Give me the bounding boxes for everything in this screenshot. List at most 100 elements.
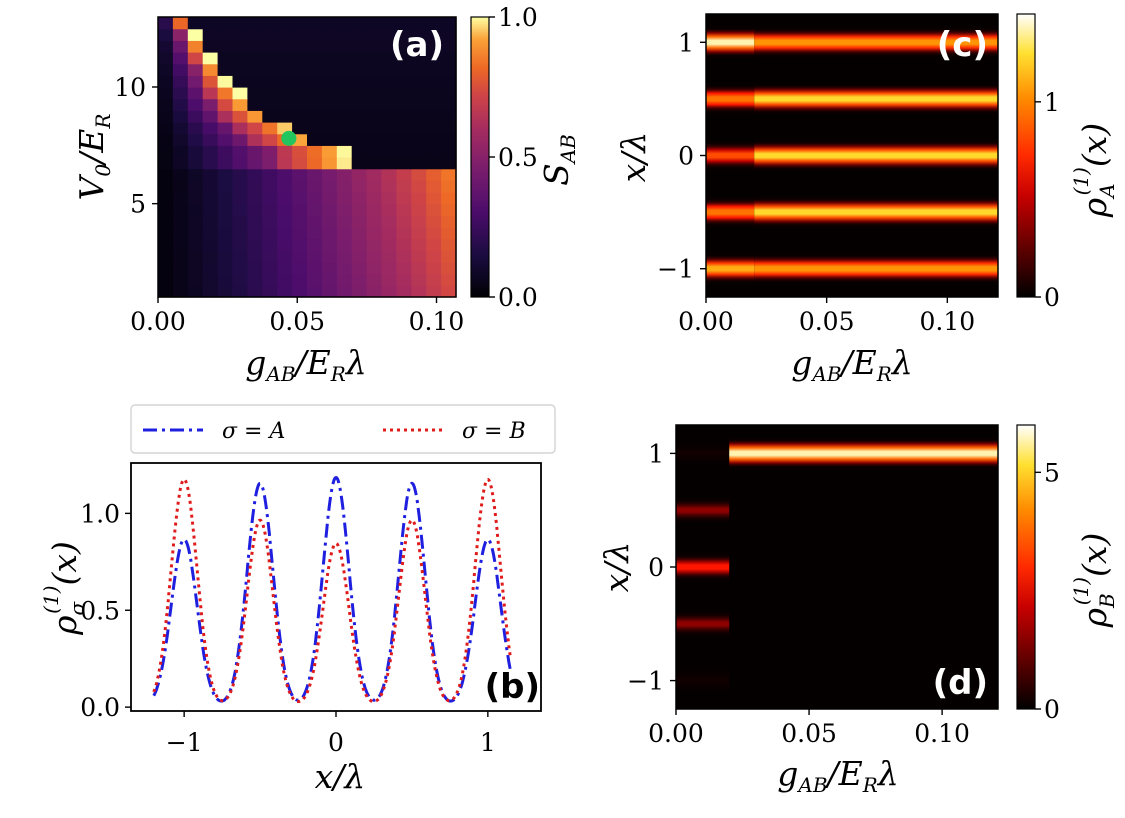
heatmap-cell — [158, 262, 174, 275]
heatmap-cell — [307, 17, 323, 30]
heatmap-cell — [411, 203, 427, 216]
heatmap-cell — [187, 168, 204, 181]
heatmap-cell — [172, 168, 189, 181]
heatmap-cell — [262, 40, 278, 53]
panel-a-heatmap — [158, 17, 457, 298]
heatmap-cell — [217, 40, 234, 53]
heatmap-cell — [336, 192, 353, 205]
heatmap-cell — [292, 203, 308, 216]
panel-d-colorbar-label: ρB(1)(x) — [1069, 533, 1119, 629]
heatmap-cell — [158, 227, 174, 240]
panel-a-label: (a) — [390, 25, 444, 65]
heatmap-cell — [202, 168, 219, 181]
heatmap-cell — [232, 75, 248, 88]
heatmap-cell — [217, 227, 234, 240]
heatmap-cell — [441, 28, 457, 41]
heatmap-cell — [202, 157, 219, 170]
heatmap-cell — [158, 145, 174, 158]
heatmap-cell — [381, 168, 397, 181]
heatmap-cell — [158, 52, 174, 65]
heatmap-cell — [307, 87, 323, 100]
panel-b-y-ticks: 0.0 0.5 1.0 — [80, 499, 131, 722]
heatmap-cell — [217, 238, 234, 251]
heatmap-cell — [187, 122, 204, 135]
heatmap-cell — [262, 215, 278, 228]
heatmap-cell — [441, 98, 457, 111]
heatmap-cell — [336, 168, 353, 181]
x-tick-label: 0 — [328, 728, 344, 757]
heatmap-cell — [247, 250, 263, 263]
heatmap-cell — [411, 133, 427, 146]
heatmap-cell — [172, 87, 189, 100]
heatmap-cell — [247, 157, 263, 170]
heatmap-cell — [277, 145, 293, 158]
heatmap-cell — [217, 180, 234, 193]
heatmap-cell — [411, 145, 427, 158]
heatmap-cell — [336, 40, 353, 53]
heatmap-cell — [262, 122, 278, 135]
heatmap-cell — [172, 227, 189, 240]
heatmap-cell — [381, 285, 397, 298]
heatmap-cell — [307, 122, 323, 135]
heatmap-cell — [217, 98, 234, 111]
heatmap-cell — [411, 250, 427, 263]
heatmap-cell — [187, 238, 204, 251]
heatmap-cell — [307, 157, 323, 170]
heatmap-cell — [441, 122, 457, 135]
heatmap-cell — [307, 273, 323, 286]
heatmap-cell — [366, 52, 383, 65]
heatmap-cell — [366, 133, 383, 146]
heatmap-cell — [247, 110, 263, 123]
panel-c-x-ticks: 0.00 0.05 0.10 — [678, 297, 975, 336]
heatmap-cell — [351, 133, 368, 146]
x-tick-label: 0.10 — [914, 719, 970, 748]
heatmap-cell — [381, 238, 397, 251]
heatmap-cell — [336, 250, 353, 263]
heatmap-cell — [381, 28, 397, 41]
x-tick-label: 0.05 — [799, 307, 855, 336]
heatmap-cell — [292, 215, 308, 228]
heatmap-cell — [262, 75, 278, 88]
heatmap-cell — [396, 180, 412, 193]
heatmap-cell — [381, 215, 397, 228]
heatmap-cell — [411, 87, 427, 100]
heatmap-cell — [232, 157, 248, 170]
x-tick-label: 0.05 — [781, 719, 837, 748]
heatmap-cell — [381, 40, 397, 53]
heatmap-cell — [217, 63, 234, 76]
heatmap-cell — [321, 227, 338, 240]
y-tick-label: −1 — [657, 255, 694, 284]
heatmap-cell — [426, 285, 442, 298]
panel-a-colorbar-ticks: 0.0 0.5 1.0 — [489, 3, 538, 312]
heatmap-cell — [158, 110, 174, 123]
legend-box — [130, 404, 556, 454]
heatmap-cell — [277, 40, 293, 53]
heatmap-cell — [426, 40, 442, 53]
heatmap-cell — [336, 17, 353, 30]
panel-d: (d) 0.00 0.05 0.10 −101 gAB/ERλ x/λ 05 ρB(… — [597, 424, 1119, 797]
heatmap-cell — [366, 168, 383, 181]
panel-c-colorbar — [1016, 13, 1036, 298]
heatmap-cell — [307, 75, 323, 88]
legend-label-b: σ = B — [462, 419, 526, 444]
heatmap-cell — [307, 238, 323, 251]
panel-a-colorbar — [470, 16, 490, 298]
heatmap-cell — [158, 238, 174, 251]
density-band — [706, 138, 755, 173]
heatmap-cell — [292, 285, 308, 298]
heatmap-cell — [321, 273, 338, 286]
panel-d-colorbar-ticks: 05 — [1035, 458, 1060, 724]
heatmap-cell — [172, 273, 189, 286]
heatmap-cell — [187, 157, 204, 170]
heatmap-cell — [187, 203, 204, 216]
heatmap-cell — [262, 133, 278, 146]
heatmap-cell — [396, 122, 412, 135]
heatmap-cell — [158, 192, 174, 205]
heatmap-cell — [441, 87, 457, 100]
heatmap-cell — [172, 145, 189, 158]
density-band — [706, 251, 755, 286]
heatmap-cell — [351, 145, 368, 158]
heatmap-cell — [172, 110, 189, 123]
heatmap-cell — [396, 273, 412, 286]
heatmap-cell — [321, 262, 338, 275]
